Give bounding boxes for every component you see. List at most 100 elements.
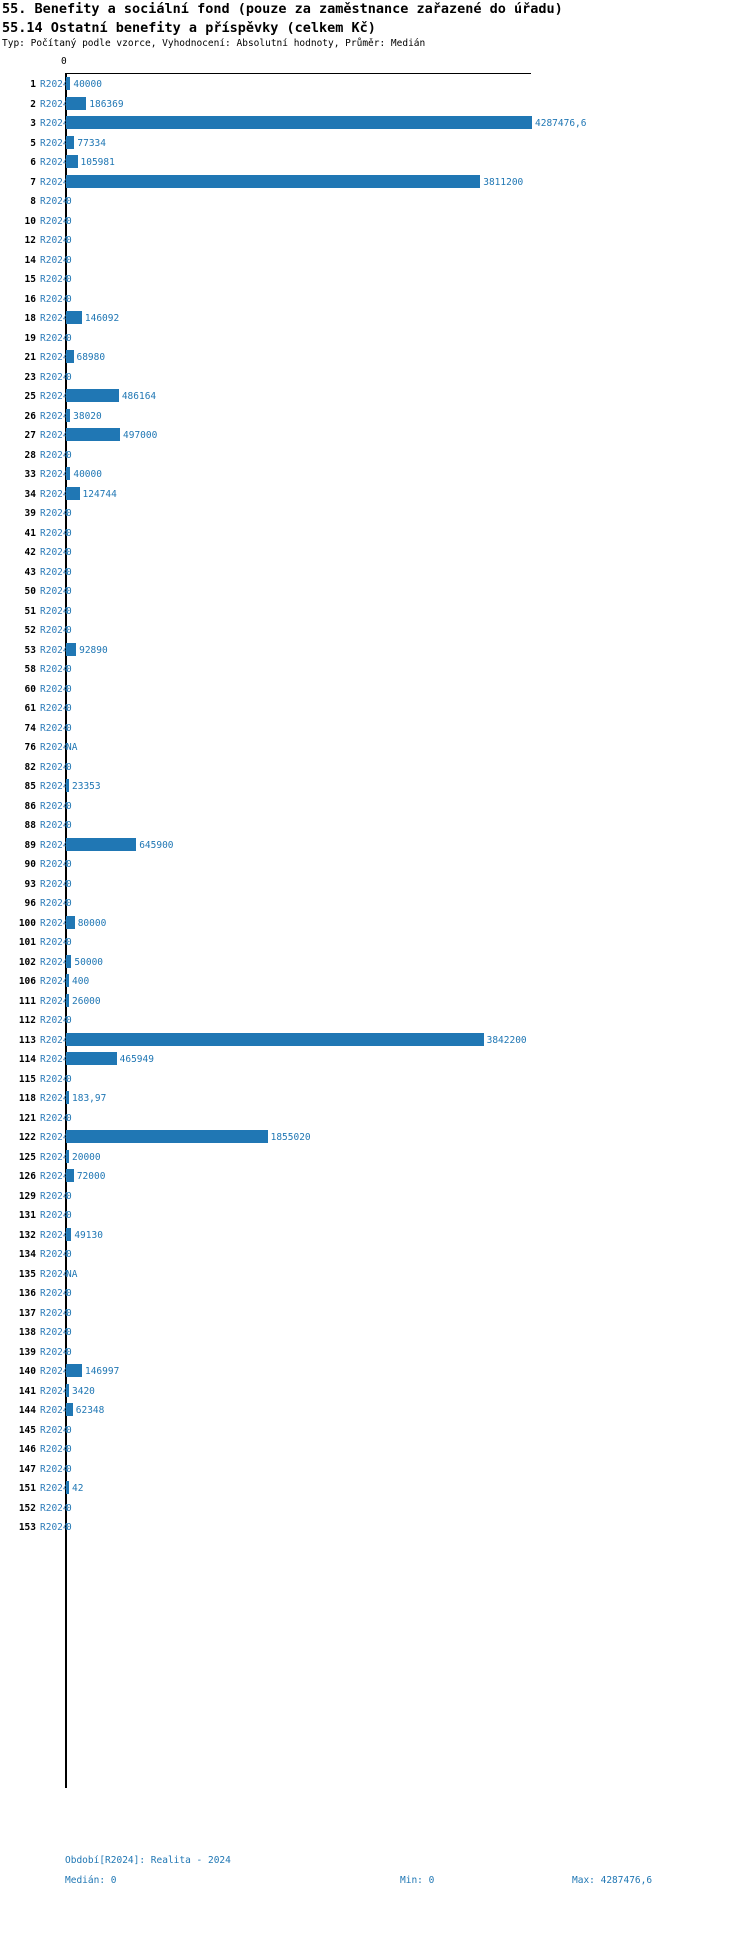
row-series-label: R2024 — [40, 898, 69, 909]
bar-value-label: 4287476,6 — [535, 118, 587, 129]
row-series-label: R2024 — [40, 1346, 69, 1358]
row-series-label: R2024 — [40, 274, 69, 285]
bar-value-label: 146997 — [84, 1366, 120, 1377]
row-series-label: R2024 — [40, 878, 69, 890]
row-index-label: 118 — [18, 1093, 36, 1104]
row-series-label: R2024 — [40, 196, 69, 207]
bar-row: 3 R2024 4287476,6 — [0, 113, 750, 133]
bar-value-label: 0 — [66, 1463, 72, 1475]
bar-chart: 0 1 R2024 40000 2 R2024 186369 3 R2024 4287476,6… — [0, 55, 750, 1825]
row-series-label: R2024 — [40, 410, 69, 422]
bar — [66, 428, 121, 441]
row-index-label: 15 — [24, 274, 36, 285]
bar-value-label: 0 — [66, 1346, 72, 1358]
bar — [66, 1403, 73, 1416]
bar — [66, 96, 87, 110]
bar — [66, 993, 69, 1007]
row-index-label: 27 — [24, 430, 36, 441]
bar-value-label: 0 — [66, 254, 72, 266]
footer-stats: Medián: 0 Min: 0 Max: 4287476,6 — [0, 1875, 750, 1889]
bar-row: 146 R2024 0 — [0, 1439, 750, 1459]
row-index-label: 52 — [24, 625, 36, 636]
bar-row: 1 R2024 40000 — [0, 74, 750, 94]
row-index-label: 74 — [24, 722, 36, 734]
bar-row: 14 R2024 0 — [0, 250, 750, 270]
row-index-label: 115 — [18, 1073, 36, 1085]
bar — [66, 116, 532, 129]
stat-min: Min: 0 — [400, 1875, 435, 1886]
bar-value-label: 77334 — [77, 137, 106, 149]
bar-row: 115 R2024 0 — [0, 1069, 750, 1089]
bar-row: 33 R2024 40000 — [0, 464, 750, 484]
bar-value-label: 400 — [72, 976, 90, 987]
row-index-label: 131 — [18, 1210, 36, 1221]
row-series-label: R2024 — [40, 1366, 69, 1377]
row-series-label: R2024 — [40, 1268, 69, 1280]
bar-row: 132 R2024 49130 — [0, 1225, 750, 1245]
axis-tick-zero: 0 — [61, 56, 67, 67]
row-series-label: R2024 — [40, 235, 69, 246]
bar-row: 89 R2024 645900 — [0, 835, 750, 855]
bar-row: 100 R2024 80000 — [0, 913, 750, 933]
row-index-label: 151 — [18, 1483, 36, 1494]
row-series-label: R2024 — [40, 332, 69, 344]
row-index-label: 42 — [24, 547, 36, 558]
row-series-label: R2024 — [40, 1385, 69, 1397]
row-index-label: 23 — [24, 371, 36, 383]
bar-value-label: 124744 — [82, 488, 117, 500]
bar-row: 39 R2024 0 — [0, 503, 750, 523]
row-index-label: 101 — [18, 937, 36, 948]
bar-value-label: 0 — [66, 547, 72, 558]
bar-value-label: 20000 — [72, 1151, 101, 1163]
row-series-label: R2024 — [40, 1229, 69, 1241]
bar — [66, 779, 69, 792]
row-series-label: R2024 — [40, 547, 69, 558]
row-series-label: R2024 — [40, 1151, 69, 1163]
row-series-label: R2024 — [40, 1015, 69, 1026]
bar — [66, 1130, 268, 1143]
bar-value-label: 0 — [66, 566, 72, 578]
bar-value-label: 0 — [66, 605, 72, 617]
bar-row: 15 R2024 0 — [0, 269, 750, 289]
page-title-line1: 55. Benefity a sociální fond (pouze za z… — [2, 1, 563, 17]
bar-value-label: 0 — [66, 761, 72, 773]
row-index-label: 21 — [24, 352, 36, 363]
bar-value-label: 0 — [66, 332, 72, 344]
row-series-label: R2024 — [40, 371, 69, 383]
bar-row: 96 R2024 0 — [0, 893, 750, 913]
row-series-label: R2024 — [40, 79, 69, 90]
bar-value-label: 0 — [66, 1424, 72, 1436]
bar — [66, 1227, 72, 1241]
bar-row: 131 R2024 0 — [0, 1205, 750, 1225]
row-series-label: R2024 — [40, 1112, 69, 1124]
row-index-label: 7 — [30, 176, 36, 188]
bar-value-label: 42 — [72, 1483, 84, 1494]
row-index-label: 86 — [24, 800, 36, 812]
row-index-label: 145 — [18, 1424, 36, 1436]
bar-row: 8 R2024 0 — [0, 191, 750, 211]
bar-value-label: 497000 — [123, 430, 158, 441]
row-index-label: 106 — [18, 976, 36, 987]
bar-row: 76 R2024 NA — [0, 737, 750, 757]
bar-value-label: 0 — [66, 1112, 72, 1124]
row-index-label: 141 — [18, 1385, 36, 1397]
bar — [66, 174, 481, 188]
bar-row: 112 R2024 0 — [0, 1010, 750, 1030]
bar — [66, 974, 69, 987]
row-index-label: 6 — [30, 157, 36, 168]
bar-value-label: 0 — [66, 449, 72, 461]
bar-value-label: 0 — [66, 683, 72, 695]
row-index-label: 14 — [24, 254, 36, 266]
row-series-label: R2024 — [40, 1307, 69, 1319]
row-series-label: R2024 — [40, 176, 69, 188]
row-series-label: R2024 — [40, 1093, 69, 1104]
bar — [66, 1364, 82, 1377]
bar-value-label: 645900 — [139, 839, 174, 851]
row-series-label: R2024 — [40, 527, 69, 539]
row-series-label: R2024 — [40, 644, 69, 656]
bar-value-label: 0 — [66, 527, 72, 539]
row-series-label: R2024 — [40, 722, 69, 734]
bar-row: 113 R2024 3842200 — [0, 1030, 750, 1050]
row-series-label: R2024 — [40, 839, 69, 851]
bar — [66, 408, 71, 422]
